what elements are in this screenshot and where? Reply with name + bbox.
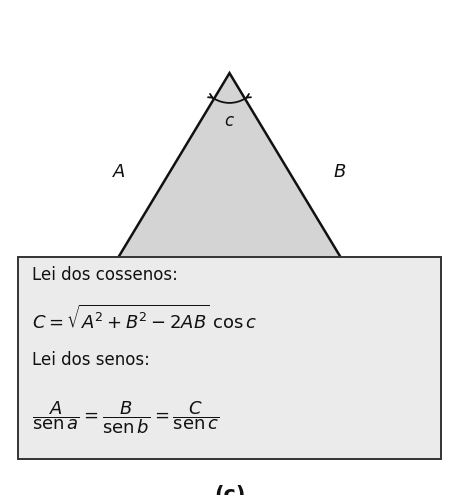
Text: $A$: $A$ [112, 163, 126, 181]
FancyBboxPatch shape [18, 257, 441, 459]
Polygon shape [69, 73, 390, 339]
Text: $a$: $a$ [350, 305, 361, 323]
Text: $B$: $B$ [333, 163, 346, 181]
Text: $c$: $c$ [224, 113, 235, 130]
Text: $C = \sqrt{A^2 + B^2 - 2AB}\; \cos c$: $C = \sqrt{A^2 + B^2 - 2AB}\; \cos c$ [32, 304, 257, 333]
Text: $b$: $b$ [102, 303, 114, 321]
Text: Lei dos cossenos:: Lei dos cossenos: [32, 266, 178, 284]
Text: $C$: $C$ [222, 376, 237, 394]
Text: Lei dos senos:: Lei dos senos: [32, 351, 150, 369]
Text: $\dfrac{A}{\mathrm{sen}\,a} = \dfrac{B}{\mathrm{sen}\,b} = \dfrac{C}{\mathrm{sen: $\dfrac{A}{\mathrm{sen}\,a} = \dfrac{B}{… [32, 399, 219, 436]
Text: (c): (c) [214, 486, 245, 495]
